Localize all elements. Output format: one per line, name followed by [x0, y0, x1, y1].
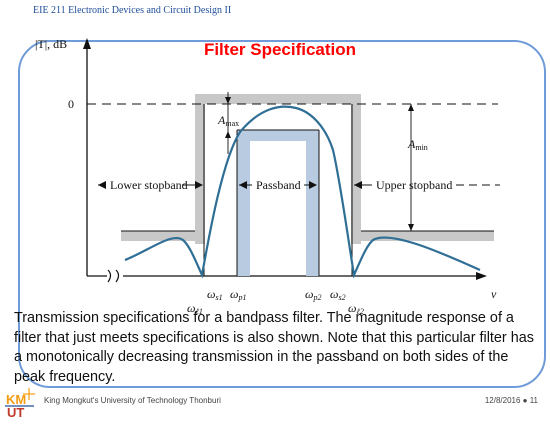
passband-lower-limit-top [237, 130, 319, 141]
tick-wl1: ωℓ1 [187, 301, 203, 316]
a-max-label: Amax [217, 113, 239, 128]
tick-wp2: ωp2 [305, 287, 321, 302]
passband-lower-limit-right [306, 130, 319, 276]
x-axis-label: ν [491, 287, 497, 301]
passband-upper-limit-top [195, 94, 361, 104]
passband-upper-limit-left [195, 94, 205, 244]
y-axis-label: |T|, dB [35, 37, 67, 51]
slide-frame [18, 40, 546, 388]
upper-stopband-band [352, 231, 494, 241]
passband-upper-limit-right [351, 94, 361, 244]
kmutt-logo: KM UT [5, 388, 35, 420]
magnitude-response-curve [124, 105, 481, 279]
zero-db-label: 0 [68, 97, 74, 111]
svg-text:KM: KM [6, 392, 26, 407]
upper-stopband-label: Upper stopband [376, 178, 452, 192]
a-min-label: Amin [407, 137, 428, 152]
x-axis-arrow [476, 272, 487, 280]
passband-arrow-right [309, 181, 317, 189]
footer-date-page: 12/8/2016 ● 11 [484, 396, 538, 405]
footer-institution: King Mongkut's University of Technology … [44, 396, 221, 405]
tick-wl2: ωℓ2 [348, 301, 364, 316]
svg-text:UT: UT [7, 405, 24, 420]
axis-break-mark [107, 269, 120, 283]
tick-ws2: ωs2 [330, 287, 346, 302]
figure-title: Filter Specification [204, 40, 356, 59]
a-max-arrow-up [225, 131, 231, 138]
passband-lower-limit-left [237, 130, 250, 276]
y-axis-arrow [83, 38, 91, 49]
lower-stopband-band [121, 231, 199, 241]
tick-wp1: ωp1 [230, 287, 246, 302]
lower-stopband-arrow-right [195, 181, 203, 189]
course-title: EIE 211 Electronic Devices and Circuit D… [33, 5, 232, 16]
a-min-arrow-down [408, 224, 414, 231]
a-min-arrow-up [408, 104, 414, 111]
a-max-arrow-down [225, 97, 231, 104]
lower-stopband-label: Lower stopband [110, 178, 188, 192]
tick-ws1: ωs1 [207, 287, 223, 302]
passband-label: Passband [256, 178, 301, 192]
figure-caption: Transmission specifications for a bandpa… [14, 310, 534, 385]
